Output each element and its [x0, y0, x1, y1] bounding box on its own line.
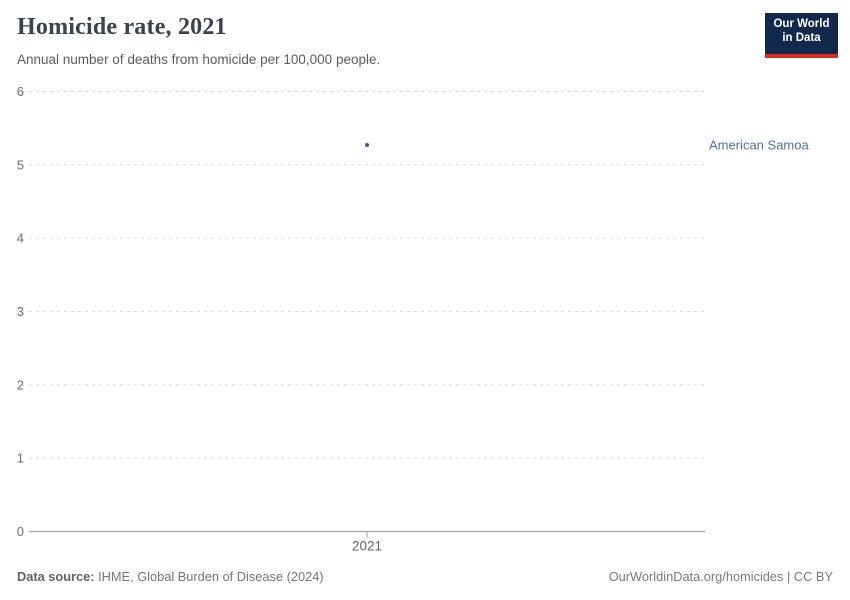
data-source-label: Data source:	[17, 569, 95, 584]
y-axis-tick-label: 3	[17, 304, 24, 319]
chart-footer: Data source: IHME, Global Burden of Dise…	[17, 569, 833, 584]
chart-plot-area: 0 1 2 3 4 5 6 2021 American Samoa	[17, 85, 810, 554]
y-axis-tick-label: 6	[17, 85, 24, 99]
footer-link[interactable]: OurWorldinData.org/homicides | CC BY	[608, 569, 833, 584]
page-subtitle: Annual number of deaths from homicide pe…	[17, 52, 381, 67]
owid-logo-line2: in Data	[782, 31, 821, 44]
page-title: Homicide rate, 2021	[17, 14, 227, 40]
x-axis-tick-label: 2021	[352, 539, 382, 554]
y-axis-tick-label: 4	[17, 231, 24, 246]
y-axis-tick-label: 2	[17, 377, 24, 392]
y-axis-tick-label: 0	[17, 524, 24, 539]
owid-logo-line1: Our World	[773, 18, 830, 30]
data-point[interactable]	[365, 143, 369, 148]
data-source-text[interactable]: IHME, Global Burden of Disease (2024)	[98, 569, 324, 584]
entity-label[interactable]: American Samoa	[709, 138, 809, 153]
y-axis-tick-label: 5	[17, 157, 24, 172]
y-axis-tick-label: 1	[17, 451, 24, 466]
owid-logo[interactable]: Our World in Data	[765, 13, 838, 58]
